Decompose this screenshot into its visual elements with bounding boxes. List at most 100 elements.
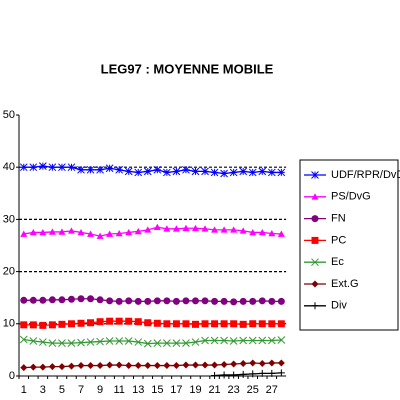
data-point: [267, 336, 276, 345]
data-point: [239, 320, 247, 328]
data-point: [248, 168, 257, 177]
data-point: [249, 359, 257, 367]
data-point: [19, 335, 28, 344]
data-point: [58, 163, 66, 172]
y-tick-label: 50: [3, 109, 15, 121]
x-tick-label: 11: [113, 384, 124, 396]
legend-label: Div: [331, 300, 347, 312]
data-point: [191, 361, 199, 369]
data-point: [268, 359, 276, 367]
data-point: [153, 362, 161, 370]
data-point: [277, 369, 285, 377]
legend-marker: [311, 236, 319, 244]
data-point: [201, 320, 209, 328]
data-point: [220, 226, 228, 233]
data-point: [144, 226, 152, 233]
data-point: [229, 168, 238, 177]
data-point: [58, 228, 66, 235]
data-point: [220, 320, 228, 328]
data-point: [268, 320, 276, 328]
y-tick-label: 10: [3, 318, 15, 330]
data-point: [172, 362, 180, 370]
data-point: [125, 317, 133, 325]
y-tick-label: 0: [9, 370, 15, 382]
x-tick-label: 27: [266, 384, 278, 396]
data-point: [211, 361, 219, 369]
data-point: [220, 371, 228, 379]
data-point: [77, 295, 85, 303]
data-point: [96, 318, 104, 326]
data-point: [210, 168, 219, 177]
data-point: [239, 227, 247, 234]
data-point: [277, 359, 285, 367]
data-point: [230, 320, 238, 328]
data-point: [115, 337, 124, 345]
data-point: [106, 230, 114, 237]
series-line: [23, 165, 282, 175]
y-tick-label: 20: [3, 266, 15, 278]
data-point: [201, 297, 209, 305]
data-point: [96, 337, 104, 346]
data-point: [77, 165, 85, 174]
data-point: [29, 228, 37, 236]
data-point: [134, 297, 142, 305]
data-point: [125, 362, 133, 370]
data-point: [172, 297, 180, 305]
data-point: [48, 363, 56, 371]
data-point: [258, 228, 266, 236]
data-point: [86, 165, 95, 174]
data-point: [153, 165, 162, 174]
data-point: [277, 297, 285, 305]
legend-label: FN: [331, 213, 346, 225]
data-point: [268, 369, 276, 377]
data-point: [249, 297, 257, 305]
legend-marker: [311, 258, 319, 267]
data-point: [277, 230, 285, 237]
x-tick-label: 9: [97, 384, 103, 396]
data-point: [67, 362, 75, 370]
data-point: [229, 337, 238, 345]
chart-title: LEG97 : MOYENNE MOBILE: [101, 61, 274, 76]
series-line: [23, 298, 282, 303]
x-tick-label: 23: [228, 384, 240, 396]
x-tick-label: 19: [189, 384, 201, 396]
data-point: [134, 168, 143, 177]
data-point: [134, 318, 142, 326]
data-point: [48, 296, 56, 304]
data-point: [134, 227, 142, 235]
legend-marker: [311, 193, 319, 200]
x-tick-label: 1: [21, 384, 27, 396]
data-point: [106, 317, 114, 325]
data-point: [105, 164, 114, 173]
data-point: [248, 336, 257, 345]
data-point: [163, 320, 171, 328]
data-point: [77, 338, 85, 347]
data-point: [201, 361, 209, 369]
data-point: [58, 363, 66, 371]
data-point: [191, 224, 199, 232]
data-point: [115, 229, 123, 237]
legend-label: PC: [331, 234, 346, 246]
data-point: [277, 336, 286, 344]
data-point: [20, 321, 28, 329]
data-point: [211, 226, 219, 233]
data-point: [58, 296, 66, 304]
data-point: [211, 297, 219, 305]
data-point: [29, 163, 38, 172]
x-tick-label: 21: [208, 384, 220, 396]
data-point: [96, 165, 104, 174]
data-point: [191, 320, 199, 328]
data-point: [277, 168, 286, 177]
data-point: [67, 339, 76, 347]
data-point: [124, 337, 133, 345]
data-point: [29, 337, 38, 345]
data-point: [39, 228, 47, 236]
data-point: [268, 229, 276, 237]
legend-marker: [311, 302, 319, 310]
x-tick-label: 17: [170, 384, 182, 396]
data-point: [182, 339, 190, 347]
legend-label: Ec: [331, 256, 344, 268]
data-point: [182, 361, 190, 369]
data-point: [249, 370, 257, 378]
